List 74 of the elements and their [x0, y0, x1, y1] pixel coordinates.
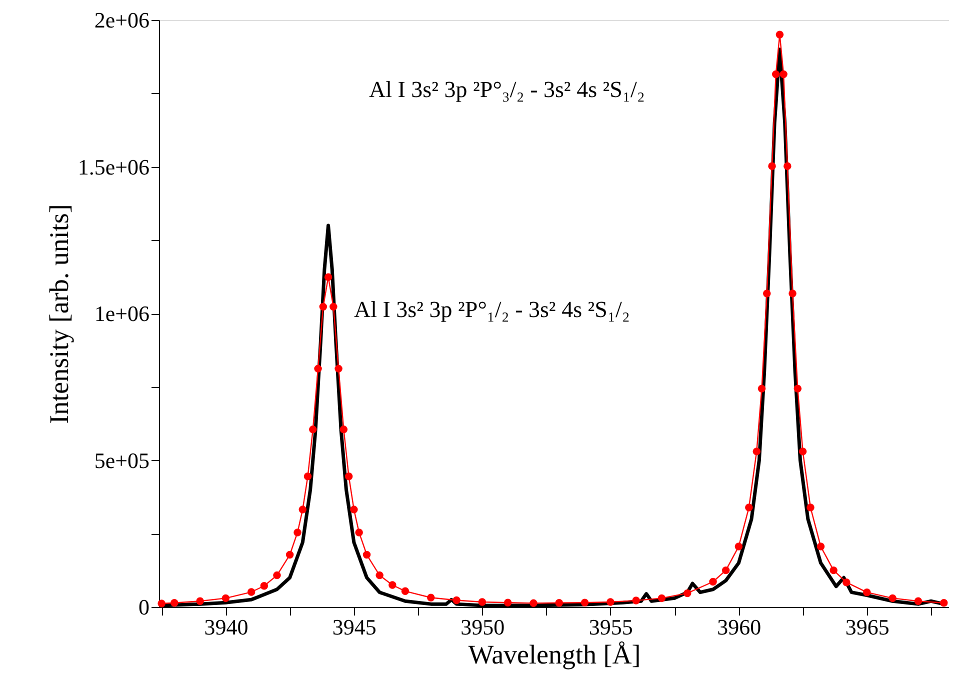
point [863, 588, 871, 596]
x-tick-label: 3945 [332, 614, 376, 640]
point [196, 597, 204, 605]
point [806, 504, 814, 512]
point [830, 566, 838, 574]
point [330, 302, 338, 311]
point [758, 384, 766, 392]
point [401, 587, 410, 596]
point [580, 598, 589, 606]
point [752, 448, 761, 456]
point [324, 273, 332, 281]
point [914, 597, 922, 605]
point [734, 542, 743, 550]
point [350, 506, 358, 514]
point [722, 566, 730, 574]
point [940, 599, 948, 607]
point [709, 578, 717, 586]
y-tick-label: 1e+06 [94, 301, 150, 326]
point [273, 571, 281, 580]
point [452, 596, 460, 604]
point [530, 599, 538, 608]
point [816, 542, 825, 550]
point [842, 578, 850, 586]
point [247, 588, 256, 596]
point [388, 581, 396, 589]
point [794, 384, 802, 392]
point [504, 598, 512, 606]
point [684, 589, 692, 598]
y-tick-label: 5e+05 [94, 448, 150, 473]
x-tick-label: 3950 [460, 614, 505, 640]
x-tick-label: 3940 [204, 614, 248, 640]
point [606, 598, 614, 606]
x-tick-label: 3960 [717, 614, 762, 640]
x-tick-label: 3955 [588, 614, 633, 640]
point [478, 598, 486, 606]
y-tick-label: 2e+06 [94, 8, 150, 32]
point [745, 504, 753, 512]
point [776, 30, 784, 39]
point [314, 364, 322, 373]
point [334, 364, 342, 373]
point [170, 599, 178, 607]
point [260, 582, 268, 590]
point [286, 550, 294, 559]
point [768, 162, 776, 170]
point [298, 506, 307, 514]
point [304, 472, 312, 480]
point [319, 302, 328, 311]
point [362, 550, 371, 559]
y-tick-label: 1.5e+06 [78, 154, 150, 180]
point [355, 528, 363, 536]
x-tick-label: 3965 [845, 614, 890, 640]
annotation: Al I 3s² 3p ²P°₁/₂ - 3s² 4s ²S₁/₂ [354, 297, 630, 322]
point [427, 594, 435, 602]
y-axis-title: Intensity [arb. units] [44, 204, 74, 424]
point [376, 571, 384, 580]
point [772, 70, 780, 78]
point [158, 600, 166, 608]
point [309, 426, 317, 434]
y-tick-label: 0 [138, 594, 150, 620]
point [888, 594, 896, 602]
annotation: Al I 3s² 3p ²P°₃/₂ - 3s² 4s ²S₁/₂ [369, 77, 645, 102]
point [222, 594, 230, 602]
x-axis-title: Wavelength [Å] [468, 640, 641, 670]
point [784, 162, 792, 170]
point [763, 290, 771, 298]
point [632, 596, 640, 604]
point [294, 528, 302, 536]
point [788, 290, 796, 298]
point [340, 426, 348, 434]
point [798, 448, 807, 456]
point [344, 472, 353, 480]
point [658, 594, 666, 602]
point [555, 599, 564, 607]
point [780, 70, 788, 78]
